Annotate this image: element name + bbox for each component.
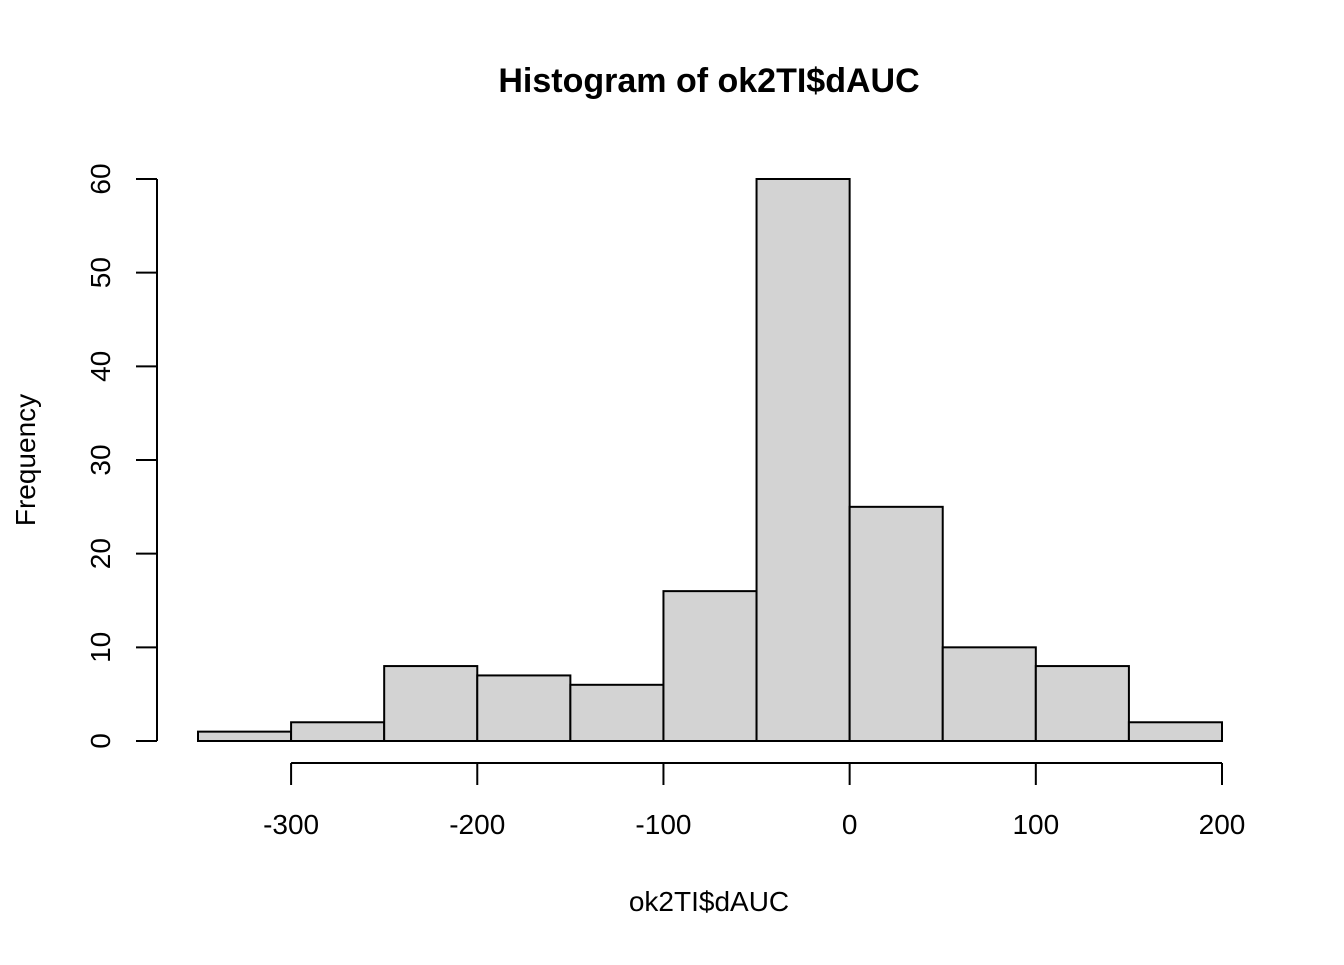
histogram-bar bbox=[569, 683, 665, 742]
y-tick-label: 40 bbox=[85, 351, 116, 382]
histogram-bar bbox=[941, 646, 1037, 742]
histogram-bar bbox=[755, 178, 851, 742]
y-axis: 0 10 20 30 40 50 60 bbox=[85, 163, 158, 749]
y-tick-label: 10 bbox=[85, 632, 116, 663]
y-tick-label: 60 bbox=[85, 163, 116, 194]
x-tick-label: -200 bbox=[449, 809, 505, 840]
chart-title: Histogram of ok2TI$dAUC bbox=[498, 62, 919, 100]
histogram-bar bbox=[1127, 721, 1223, 742]
x-tick-label: 200 bbox=[1199, 809, 1246, 840]
x-tick-label: 0 bbox=[842, 809, 858, 840]
histogram-bars bbox=[197, 178, 1223, 743]
x-tick-label: -100 bbox=[635, 809, 691, 840]
histogram-bar bbox=[476, 674, 572, 743]
y-tick-label: 30 bbox=[85, 444, 116, 475]
x-tick-label: -300 bbox=[263, 809, 319, 840]
x-tick-label: 100 bbox=[1012, 809, 1059, 840]
x-axis-label: ok2TI$dAUC bbox=[629, 886, 789, 917]
x-axis: -300 -200 -100 0 100 200 bbox=[263, 762, 1246, 840]
y-tick-label: 50 bbox=[85, 257, 116, 288]
histogram-bar bbox=[848, 505, 944, 743]
y-axis-label: Frequency bbox=[10, 394, 41, 526]
histogram-bar bbox=[197, 730, 293, 743]
y-tick-label: 20 bbox=[85, 538, 116, 569]
histogram-bar bbox=[662, 590, 758, 743]
histogram-bar bbox=[1034, 665, 1130, 742]
histogram-bar bbox=[383, 665, 479, 742]
histogram-bar bbox=[290, 721, 386, 742]
y-tick-label: 0 bbox=[85, 733, 116, 749]
